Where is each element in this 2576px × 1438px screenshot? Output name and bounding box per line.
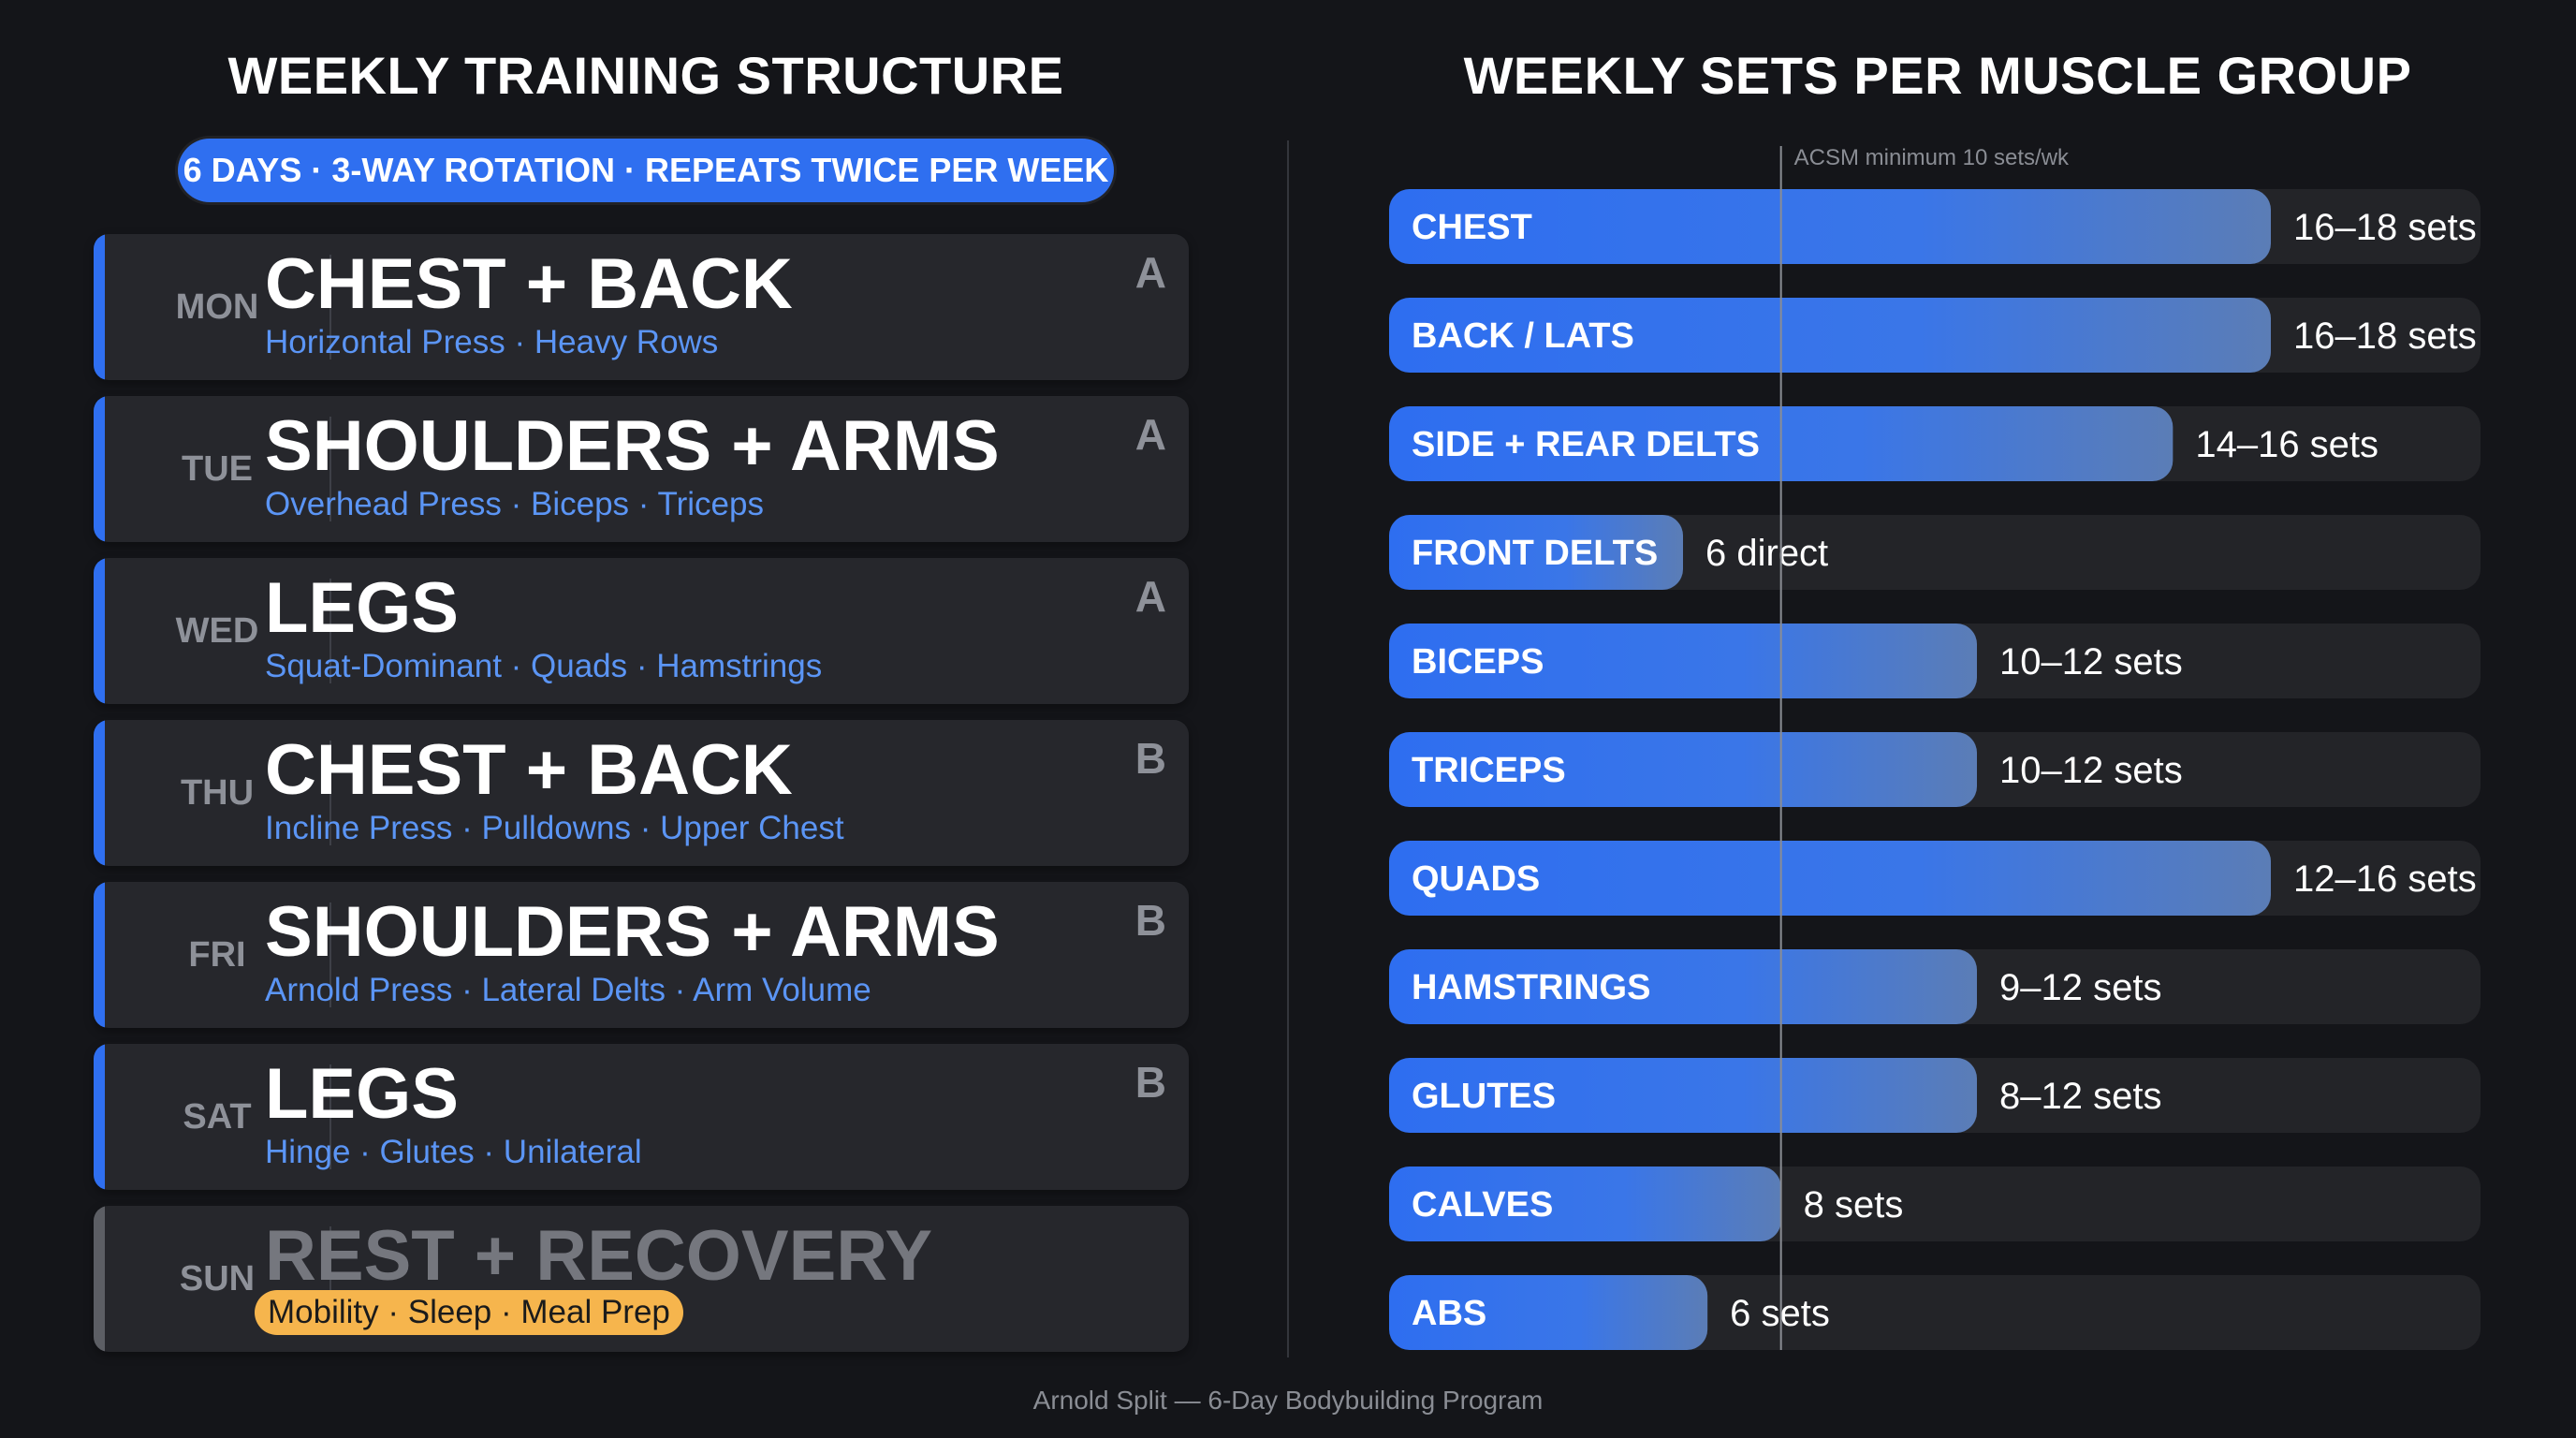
day-card-sat: SAT LEGS Hinge · Glutes · Unilateral B: [94, 1044, 1189, 1190]
day-divider: [329, 741, 331, 845]
variant-badge: A: [1134, 410, 1166, 459]
bar-abs: [1389, 1275, 1708, 1350]
day-divider: [329, 1064, 331, 1169]
sets-chart-title: WEEKLY SETS PER MUSCLE GROUP: [1463, 46, 2412, 105]
day-card-thu: THU CHEST + BACK Incline Press · Pulldowns…: [94, 720, 1189, 866]
day-card-wed: WED LEGS Squat-Dominant · Quads · Hamstrin…: [94, 558, 1189, 704]
workout-title: CHEST + BACK: [265, 244, 793, 324]
day-card-tue: TUE SHOULDERS + ARMS Overhead Press · Bice…: [94, 396, 1189, 542]
day-accent-bar: [94, 1206, 105, 1352]
day-accent-bar: [94, 234, 105, 380]
bar-calves: [1389, 1167, 1781, 1241]
category-label: CALVES: [1412, 1185, 1553, 1225]
category-label: ABS: [1412, 1294, 1486, 1333]
variant-badge: A: [1134, 248, 1166, 297]
value-label: 8 sets: [1804, 1184, 1904, 1225]
day-card-sun: SUN REST + RECOVERY Mobility · Sleep · Mea…: [94, 1206, 1189, 1352]
category-label: HAMSTRINGS: [1412, 968, 1650, 1007]
bar-chest: [1389, 189, 2271, 264]
value-label: 10–12 sets: [1999, 750, 2183, 791]
category-label: CHEST: [1412, 208, 1532, 247]
day-accent-bar: [94, 882, 105, 1028]
bar-biceps: [1389, 624, 1977, 698]
day-label: TUE: [182, 448, 253, 489]
reference-line-label: ACSM minimum 10 sets/wk: [1794, 145, 2070, 170]
day-label: MON: [175, 286, 259, 327]
category-label: BACK / LATS: [1412, 316, 1634, 356]
value-label: 14–16 sets: [2195, 424, 2378, 465]
value-label: 12–16 sets: [2293, 858, 2477, 900]
training-structure-title: WEEKLY TRAINING STRUCTURE: [227, 46, 1064, 105]
day-label: SAT: [183, 1096, 252, 1137]
rotation-badge: 6 DAYS · 3-WAY ROTATION · REPEATS TWICE …: [178, 139, 1114, 202]
workout-subtitle: Arnold Press · Lateral Delts · Arm Volum…: [265, 972, 871, 1008]
value-label: 10–12 sets: [1999, 641, 2183, 682]
category-label: QUADS: [1412, 859, 1540, 899]
workout-subtitle: Mobility · Sleep · Meal Prep: [255, 1290, 683, 1335]
day-accent-bar: [94, 720, 105, 866]
day-divider: [329, 1226, 331, 1331]
day-label: FRI: [188, 934, 246, 975]
workout-title: SHOULDERS + ARMS: [265, 406, 1000, 486]
day-divider: [329, 417, 331, 521]
day-card-mon: MON CHEST + BACK Horizontal Press · Heavy …: [94, 234, 1189, 380]
category-label: BICEPS: [1412, 642, 1544, 682]
workout-title: LEGS: [265, 568, 459, 648]
day-divider: [329, 902, 331, 1007]
day-divider: [329, 255, 331, 360]
bar-hamstrings: [1389, 949, 1977, 1024]
day-label: WED: [175, 610, 259, 651]
workout-title: CHEST + BACK: [265, 730, 793, 810]
value-label: 6 direct: [1705, 533, 1828, 574]
variant-badge: B: [1134, 1058, 1166, 1107]
day-label: THU: [180, 772, 255, 813]
value-label: 6 sets: [1730, 1293, 1830, 1334]
category-label: SIDE + REAR DELTS: [1412, 425, 1760, 464]
day-label: SUN: [179, 1258, 256, 1299]
bar-glutes: [1389, 1058, 1977, 1133]
category-label: FRONT DELTS: [1412, 534, 1658, 573]
bar-quads: [1389, 841, 2271, 916]
workout-subtitle: Squat-Dominant · Quads · Hamstrings: [265, 648, 823, 684]
workout-subtitle: Overhead Press · Biceps · Triceps: [265, 486, 764, 522]
value-label: 16–18 sets: [2293, 315, 2477, 357]
workout-subtitle: Hinge · Glutes · Unilateral: [265, 1134, 642, 1170]
workout-title: REST + RECOVERY: [265, 1216, 933, 1296]
day-card-fri: FRI SHOULDERS + ARMS Arnold Press · Latera…: [94, 882, 1189, 1028]
variant-badge: B: [1134, 896, 1166, 945]
bar-front-delts: [1389, 515, 1683, 590]
value-label: 16–18 sets: [2293, 207, 2477, 248]
day-accent-bar: [94, 558, 105, 704]
workout-subtitle: Incline Press · Pulldowns · Upper Chest: [265, 810, 844, 846]
value-label: 9–12 sets: [1999, 967, 2161, 1008]
workout-title: LEGS: [265, 1054, 459, 1134]
variant-badge: A: [1134, 572, 1166, 621]
panel-divider: [1287, 140, 1289, 1357]
bar-triceps: [1389, 732, 1977, 807]
workout-title: SHOULDERS + ARMS: [265, 892, 1000, 972]
workout-subtitle: Horizontal Press · Heavy Rows: [265, 324, 719, 360]
day-accent-bar: [94, 1044, 105, 1190]
day-divider: [329, 579, 331, 683]
variant-badge: B: [1134, 734, 1166, 783]
bar-back-lats: [1389, 298, 2271, 373]
footer-caption: Arnold Split — 6-Day Bodybuilding Progra…: [1032, 1386, 1544, 1415]
day-accent-bar: [94, 396, 105, 542]
value-label: 8–12 sets: [1999, 1076, 2161, 1117]
category-label: GLUTES: [1412, 1077, 1556, 1116]
category-label: TRICEPS: [1412, 751, 1566, 790]
